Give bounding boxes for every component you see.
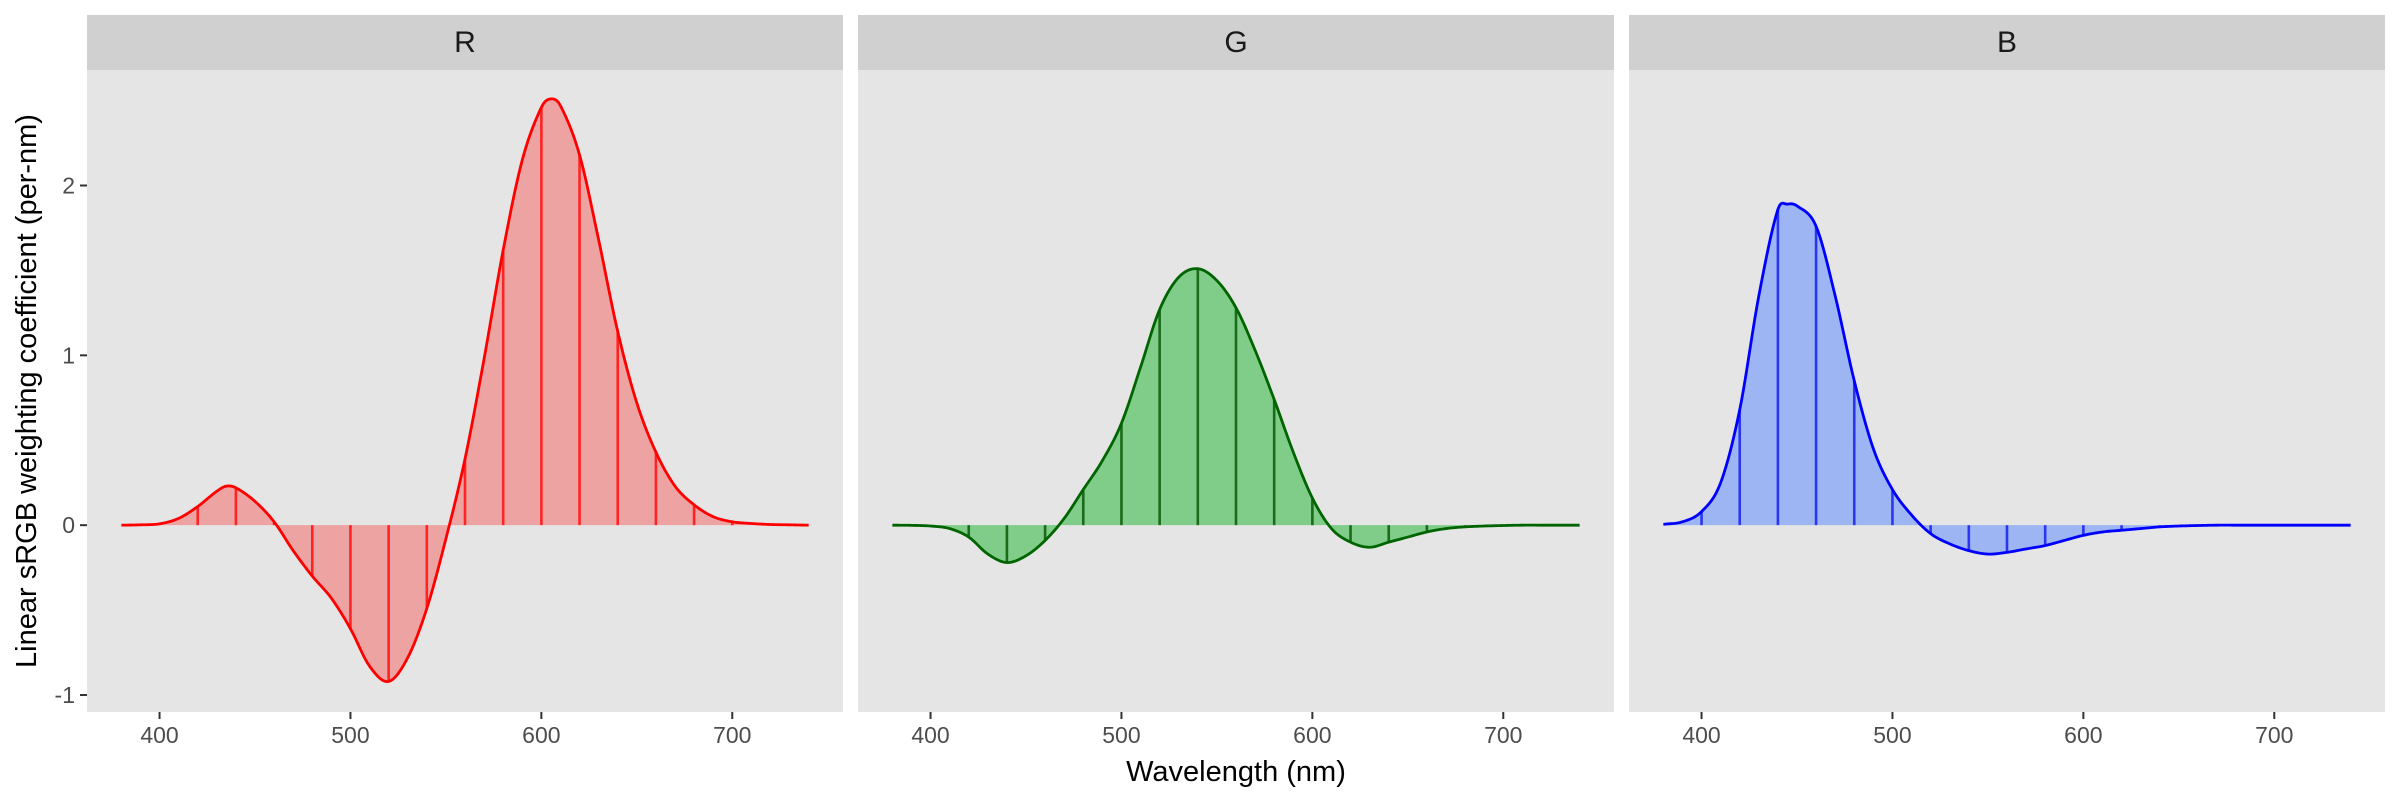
facet-strip xyxy=(87,15,843,70)
panels: R 400 500 600 700 G 400 500 600 700 B 400 500 600 700 -… xyxy=(55,15,2385,748)
y-tick-label: 0 xyxy=(62,512,75,538)
x-tick-label: 600 xyxy=(522,722,560,748)
facet-strip xyxy=(858,15,1614,70)
x-tick-label: 700 xyxy=(1484,722,1522,748)
y-tick-label: 1 xyxy=(62,342,75,368)
x-tick-label: 500 xyxy=(1873,722,1911,748)
panel-b: B 400 500 600 700 xyxy=(1629,15,2385,748)
panel-r: R 400 500 600 700 xyxy=(87,15,843,748)
facet-strip-label: G xyxy=(1224,26,1247,59)
x-tick-label: 600 xyxy=(1293,722,1331,748)
x-tick-label: 500 xyxy=(1102,722,1140,748)
x-tick-label: 400 xyxy=(140,722,178,748)
series-line-g xyxy=(892,267,1580,564)
y-tick-label: -1 xyxy=(55,682,75,708)
facet-strip-label: B xyxy=(1997,26,2017,59)
x-tick-label: 700 xyxy=(713,722,751,748)
area-fill xyxy=(121,98,809,682)
facet-strip-label: R xyxy=(454,26,476,59)
series-line-r xyxy=(121,97,809,683)
series-line-b xyxy=(1663,201,2351,556)
facet-strip xyxy=(1629,15,2385,70)
x-axis-title: Wavelength (nm) xyxy=(1126,756,1346,788)
y-tick-label: 2 xyxy=(62,172,75,198)
x-tick-label: 400 xyxy=(1682,722,1720,748)
panel-g: G 400 500 600 700 xyxy=(858,15,1614,748)
x-tick-label: 600 xyxy=(2064,722,2102,748)
x-tick-label: 700 xyxy=(2255,722,2293,748)
y-axis-title: Linear sRGB weighting coefficient (per-n… xyxy=(11,114,43,668)
x-tick-label: 400 xyxy=(911,722,949,748)
x-tick-label: 500 xyxy=(331,722,369,748)
panel-background xyxy=(87,70,843,712)
area-fill xyxy=(1663,203,2351,555)
